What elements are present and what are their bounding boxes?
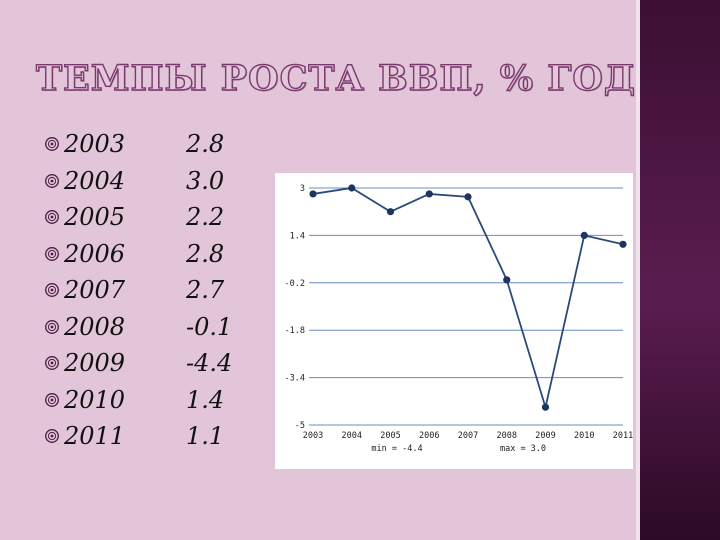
circle-bullet-icon xyxy=(45,319,59,334)
list-year: 2007 xyxy=(64,276,126,304)
list-item: 2008 -0.1 xyxy=(44,311,264,348)
list-value: 2.7 xyxy=(186,276,225,304)
min-label: min = -4.4 xyxy=(371,444,422,454)
list-year: 2004 xyxy=(64,166,126,195)
circle-bullet-icon xyxy=(45,173,59,188)
y-tick-label: -0.2 xyxy=(285,279,305,289)
accent-band-edge xyxy=(636,0,640,540)
x-tick-label: 2009 xyxy=(535,431,555,441)
list-year: 2003 xyxy=(64,130,126,158)
list-value: 2.8 xyxy=(186,130,225,158)
max-label: max = 3.0 xyxy=(500,444,546,454)
bullet-list: 2003 2.8 2004 3.0 2005 2.2 2006 2.8 2007 2.7 2008 -… xyxy=(44,128,264,457)
series-line xyxy=(312,187,624,411)
x-tick-label: 2007 xyxy=(458,431,478,441)
x-tick-label: 2006 xyxy=(419,431,439,441)
data-point xyxy=(309,190,317,198)
y-tick-label: -3.4 xyxy=(285,374,305,384)
list-year: 2005 xyxy=(64,203,126,231)
y-tick-label: 1.4 xyxy=(290,231,305,241)
x-tick-label: 2008 xyxy=(497,431,517,441)
list-item: 2005 2.2 xyxy=(44,201,264,238)
list-value: -0.1 xyxy=(186,312,233,341)
y-tick-label: -1.8 xyxy=(285,326,305,336)
list-value: 2.2 xyxy=(186,203,225,231)
slide-title: ТЕМПЫ РОСТА ВВП, % ГОД xyxy=(35,57,636,99)
list-year: 2008 xyxy=(64,312,126,341)
list-year: 2009 xyxy=(64,349,126,377)
data-point xyxy=(503,276,511,284)
data-point xyxy=(386,208,395,216)
list-year: 2011 xyxy=(64,422,126,450)
list-item: 2011 1.1 xyxy=(44,420,264,457)
list-item: 2006 2.8 xyxy=(44,238,264,275)
data-point xyxy=(619,240,627,248)
data-point xyxy=(464,193,472,201)
list-item: 2010 1.4 xyxy=(44,384,264,421)
data-point xyxy=(425,190,433,198)
list-year: 2010 xyxy=(64,385,126,414)
circle-bullet-icon xyxy=(45,283,59,297)
y-tick-label: 3 xyxy=(300,184,305,194)
data-point xyxy=(348,184,356,192)
accent-band xyxy=(640,0,720,540)
circle-bullet-icon xyxy=(45,392,59,407)
list-year: 2006 xyxy=(64,239,126,268)
data-point xyxy=(541,403,550,411)
x-tick-label: 2003 xyxy=(303,431,323,441)
circle-bullet-icon xyxy=(45,356,59,370)
circle-bullet-icon xyxy=(45,210,59,224)
list-item: 2003 2.8 xyxy=(44,128,264,165)
x-tick-label: 2011 xyxy=(613,431,633,441)
x-tick-label: 2005 xyxy=(380,431,400,441)
x-tick-label: 2004 xyxy=(342,431,362,441)
data-point xyxy=(580,231,588,239)
list-value: 1.4 xyxy=(186,385,225,414)
circle-bullet-icon xyxy=(45,137,59,151)
x-tick-label: 2010 xyxy=(574,431,594,441)
circle-bullet-icon xyxy=(45,429,59,443)
list-item: 2007 2.7 xyxy=(44,274,264,311)
circle-bullet-icon xyxy=(45,246,59,261)
list-value: 2.8 xyxy=(186,239,225,268)
y-tick-label: -5 xyxy=(295,421,305,431)
list-value: 1.1 xyxy=(186,422,225,450)
list-value: 3.0 xyxy=(186,166,225,195)
list-item: 2009 -4.4 xyxy=(44,347,264,384)
list-value: -4.4 xyxy=(186,349,233,377)
list-item: 2004 3.0 xyxy=(44,165,264,202)
